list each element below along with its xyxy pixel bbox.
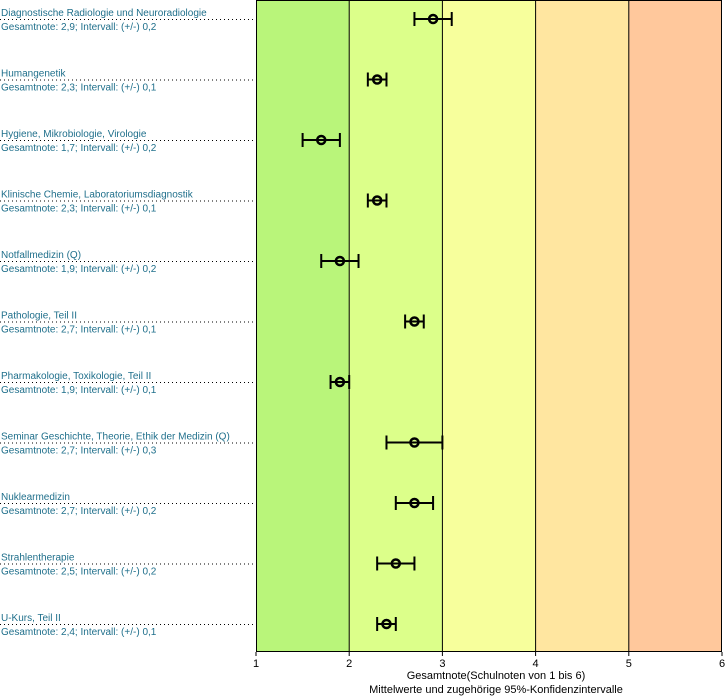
item-name: Seminar Geschichte, Theorie, Ethik der M… <box>1 432 230 443</box>
x-axis: 1 2 3 4 5 6 <box>253 652 725 670</box>
item-name: Hygiene, Mikrobiologie, Virologie <box>1 129 147 140</box>
grade-band-2 <box>349 0 443 652</box>
x-tick-label: 3 <box>439 658 445 670</box>
item-row: U-Kurs, Teil II Gesamtnote: 2,4; Interval… <box>0 613 397 638</box>
item-row: Seminar Geschichte, Theorie, Ethik der M… <box>0 432 444 457</box>
x-axis-title: Gesamtnote(Schulnoten von 1 bis 6) <box>407 670 586 682</box>
mean-marker <box>409 316 420 327</box>
x-tick-label: 2 <box>346 658 352 670</box>
item-name: Strahlentherapie <box>1 553 75 564</box>
mean-marker <box>371 74 383 85</box>
mean-marker <box>427 13 439 25</box>
item-name: Pathologie, Teil II <box>1 311 77 322</box>
item-row: Pharmakologie, Toxikologie, Teil II Gesam… <box>0 371 351 396</box>
item-name: U-Kurs, Teil II <box>1 613 61 624</box>
item-name: Pharmakologie, Toxikologie, Teil II <box>1 371 151 382</box>
grade-band-3 <box>442 0 536 652</box>
item-row: Strahlentherapie Gesamtnote: 2,5; Interva… <box>0 553 416 578</box>
item-row: Klinische Chemie, Laboratoriumsdiagnosti… <box>0 190 388 215</box>
item-name: Klinische Chemie, Laboratoriumsdiagnosti… <box>1 190 194 201</box>
grade-band-1 <box>256 0 350 652</box>
item-summary: Gesamtnote: 1,7; Intervall: (+/-) 0,2 <box>1 143 157 154</box>
item-name: Humangenetik <box>1 69 66 80</box>
x-axis-subtitle: Mittelwerte und zugehörige 95%-Konfidenz… <box>369 684 623 696</box>
item-row: Diagnostische Radiologie und Neuroradiol… <box>0 8 453 33</box>
x-tick-label: 4 <box>533 658 539 670</box>
x-tick-label: 1 <box>253 658 259 670</box>
item-rows: Diagnostische Radiologie und Neuroradiol… <box>0 8 453 638</box>
mean-marker <box>371 195 383 206</box>
item-summary: Gesamtnote: 2,9; Intervall: (+/-) 0,2 <box>1 22 157 33</box>
item-row: Humangenetik Gesamtnote: 2,3; Intervall: … <box>0 69 388 94</box>
item-row: Pathologie, Teil II Gesamtnote: 2,7; Inte… <box>0 311 425 336</box>
mean-marker <box>409 437 420 448</box>
item-summary: Gesamtnote: 2,4; Intervall: (+/-) 0,1 <box>1 627 157 638</box>
item-summary: Gesamtnote: 1,9; Intervall: (+/-) 0,1 <box>1 385 157 396</box>
mean-marker <box>409 497 420 509</box>
mean-marker <box>381 618 392 630</box>
grade-bands <box>256 0 722 652</box>
item-row: Hygiene, Mikrobiologie, Virologie Gesamtn… <box>0 129 341 154</box>
mean-marker <box>390 558 402 569</box>
x-tick-label: 5 <box>626 658 632 670</box>
item-summary: Gesamtnote: 2,7; Intervall: (+/-) 0,3 <box>1 446 157 457</box>
item-row: Notfallmedizin (Q) Gesamtnote: 1,9; Inter… <box>0 250 360 275</box>
plot-frame <box>256 0 722 652</box>
item-name: Diagnostische Radiologie und Neuroradiol… <box>1 8 207 19</box>
item-row: Nuklearmedizin Gesamtnote: 2,7; Intervall… <box>0 492 435 517</box>
item-summary: Gesamtnote: 2,3; Intervall: (+/-) 0,1 <box>1 204 157 215</box>
item-summary: Gesamtnote: 1,9; Intervall: (+/-) 0,2 <box>1 264 157 275</box>
item-summary: Gesamtnote: 2,5; Intervall: (+/-) 0,2 <box>1 567 157 578</box>
mean-marker <box>334 255 346 267</box>
grade-band-4 <box>535 0 629 652</box>
item-name: Notfallmedizin (Q) <box>1 250 81 261</box>
item-summary: Gesamtnote: 2,7; Intervall: (+/-) 0,2 <box>1 506 157 517</box>
x-tick-label: 6 <box>719 658 725 670</box>
gridlines <box>256 0 722 652</box>
mean-marker <box>334 376 346 388</box>
mean-marker <box>315 134 327 146</box>
item-summary: Gesamtnote: 2,7; Intervall: (+/-) 0,1 <box>1 325 157 336</box>
grade-band-5 <box>628 0 722 652</box>
item-summary: Gesamtnote: 2,3; Intervall: (+/-) 0,1 <box>1 83 157 94</box>
item-name: Nuklearmedizin <box>1 492 70 503</box>
